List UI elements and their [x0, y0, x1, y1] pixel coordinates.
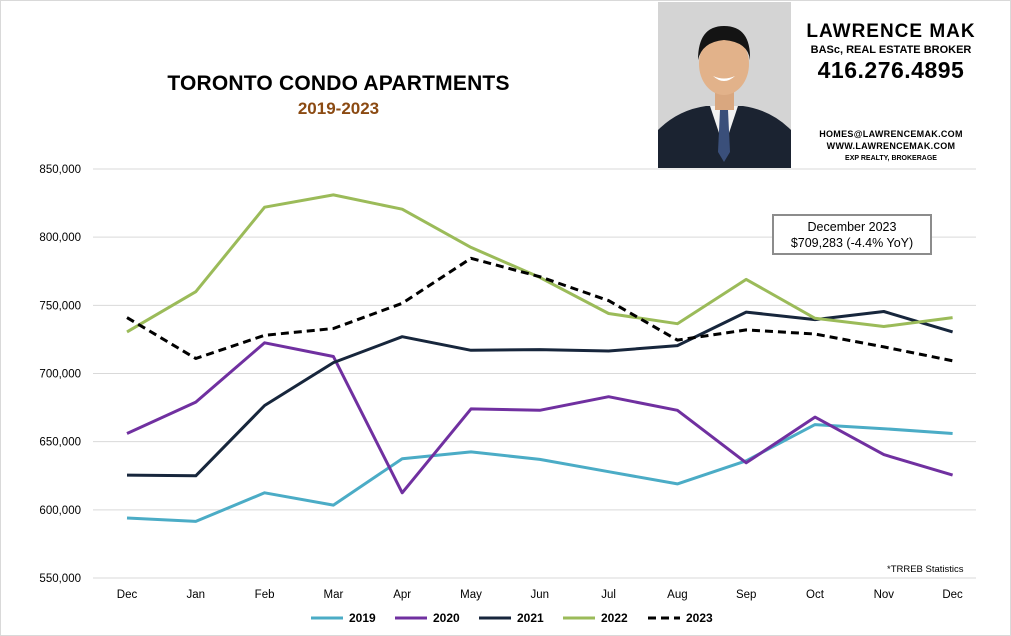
- legend-label-2020: 2020: [433, 611, 460, 625]
- x-tick-label: Nov: [874, 589, 895, 601]
- callout-value: $709,283 (-4.4% YoY): [790, 236, 914, 250]
- y-tick-label: 850,000: [39, 164, 81, 176]
- x-tick-label: Dec: [942, 589, 963, 601]
- y-tick-label: 800,000: [39, 232, 81, 244]
- x-tick-label: Aug: [667, 589, 687, 601]
- x-tick-label: May: [460, 589, 482, 601]
- agent-brokerage: EXP REALTY, BROKERAGE: [845, 155, 937, 162]
- x-tick-label: Jul: [601, 589, 616, 601]
- chart-subtitle: 2019-2023: [297, 99, 380, 118]
- agent-photo: [658, 2, 791, 168]
- y-tick-label: 550,000: [39, 573, 81, 585]
- legend-label-2019: 2019: [349, 611, 376, 625]
- callout-date: December 2023: [807, 220, 897, 234]
- y-axis-tick-labels: 550,000 600,000 650,000 700,000 750,000 800,0…: [39, 164, 81, 585]
- series-line-2023: [126, 256, 953, 363]
- legend-label-2023: 2023: [686, 611, 713, 625]
- x-tick-label: Feb: [255, 589, 275, 601]
- agent-credentials: BASc, REAL ESTATE BROKER: [810, 44, 972, 56]
- y-tick-label: 700,000: [39, 369, 81, 381]
- series-line-2021: [126, 310, 954, 478]
- chart-title: TORONTO CONDO APARTMENTS: [167, 72, 510, 95]
- agent-portrait-image: [658, 2, 791, 168]
- y-tick-label: 650,000: [39, 437, 81, 449]
- x-tick-label: Jan: [187, 589, 206, 601]
- legend: 2019 2020 2021 2022 2023: [311, 611, 713, 625]
- agent-website: WWW.LAWRENCEMAK.COM: [826, 141, 956, 151]
- agent-phone: 416.276.4895: [817, 57, 965, 83]
- source-note: *TRREB Statistics: [887, 564, 964, 575]
- y-tick-label: 600,000: [39, 505, 81, 517]
- agent-email: HOMES@LAWRENCEMAK.COM: [819, 129, 963, 139]
- y-tick-label: 750,000: [39, 300, 81, 312]
- x-tick-label: Sep: [736, 589, 756, 601]
- x-tick-label: Dec: [117, 589, 138, 601]
- x-tick-label: Apr: [393, 589, 411, 601]
- x-tick-label: Jun: [531, 589, 550, 601]
- legend-label-2021: 2021: [517, 611, 544, 625]
- x-axis-tick-labels: Dec Jan Feb Mar Apr May Jun Jul Aug Sep Oct Nov Dec: [117, 589, 963, 601]
- series-line-2019: [126, 423, 953, 523]
- data-series: [126, 193, 954, 523]
- x-tick-label: Oct: [806, 589, 825, 601]
- agent-info: LAWRENCE MAK BASc, REAL ESTATE BROKER 41…: [796, 21, 986, 84]
- agent-contact: HOMES@LAWRENCEMAK.COM WWW.LAWRENCEMAK.CO…: [796, 128, 986, 162]
- legend-label-2022: 2022: [601, 611, 628, 625]
- series-line-2020: [126, 341, 954, 495]
- latest-value-callout: December 2023 $709,283 (-4.4% YoY): [772, 214, 932, 255]
- agent-name: LAWRENCE MAK: [806, 21, 976, 42]
- x-tick-label: Mar: [323, 589, 343, 601]
